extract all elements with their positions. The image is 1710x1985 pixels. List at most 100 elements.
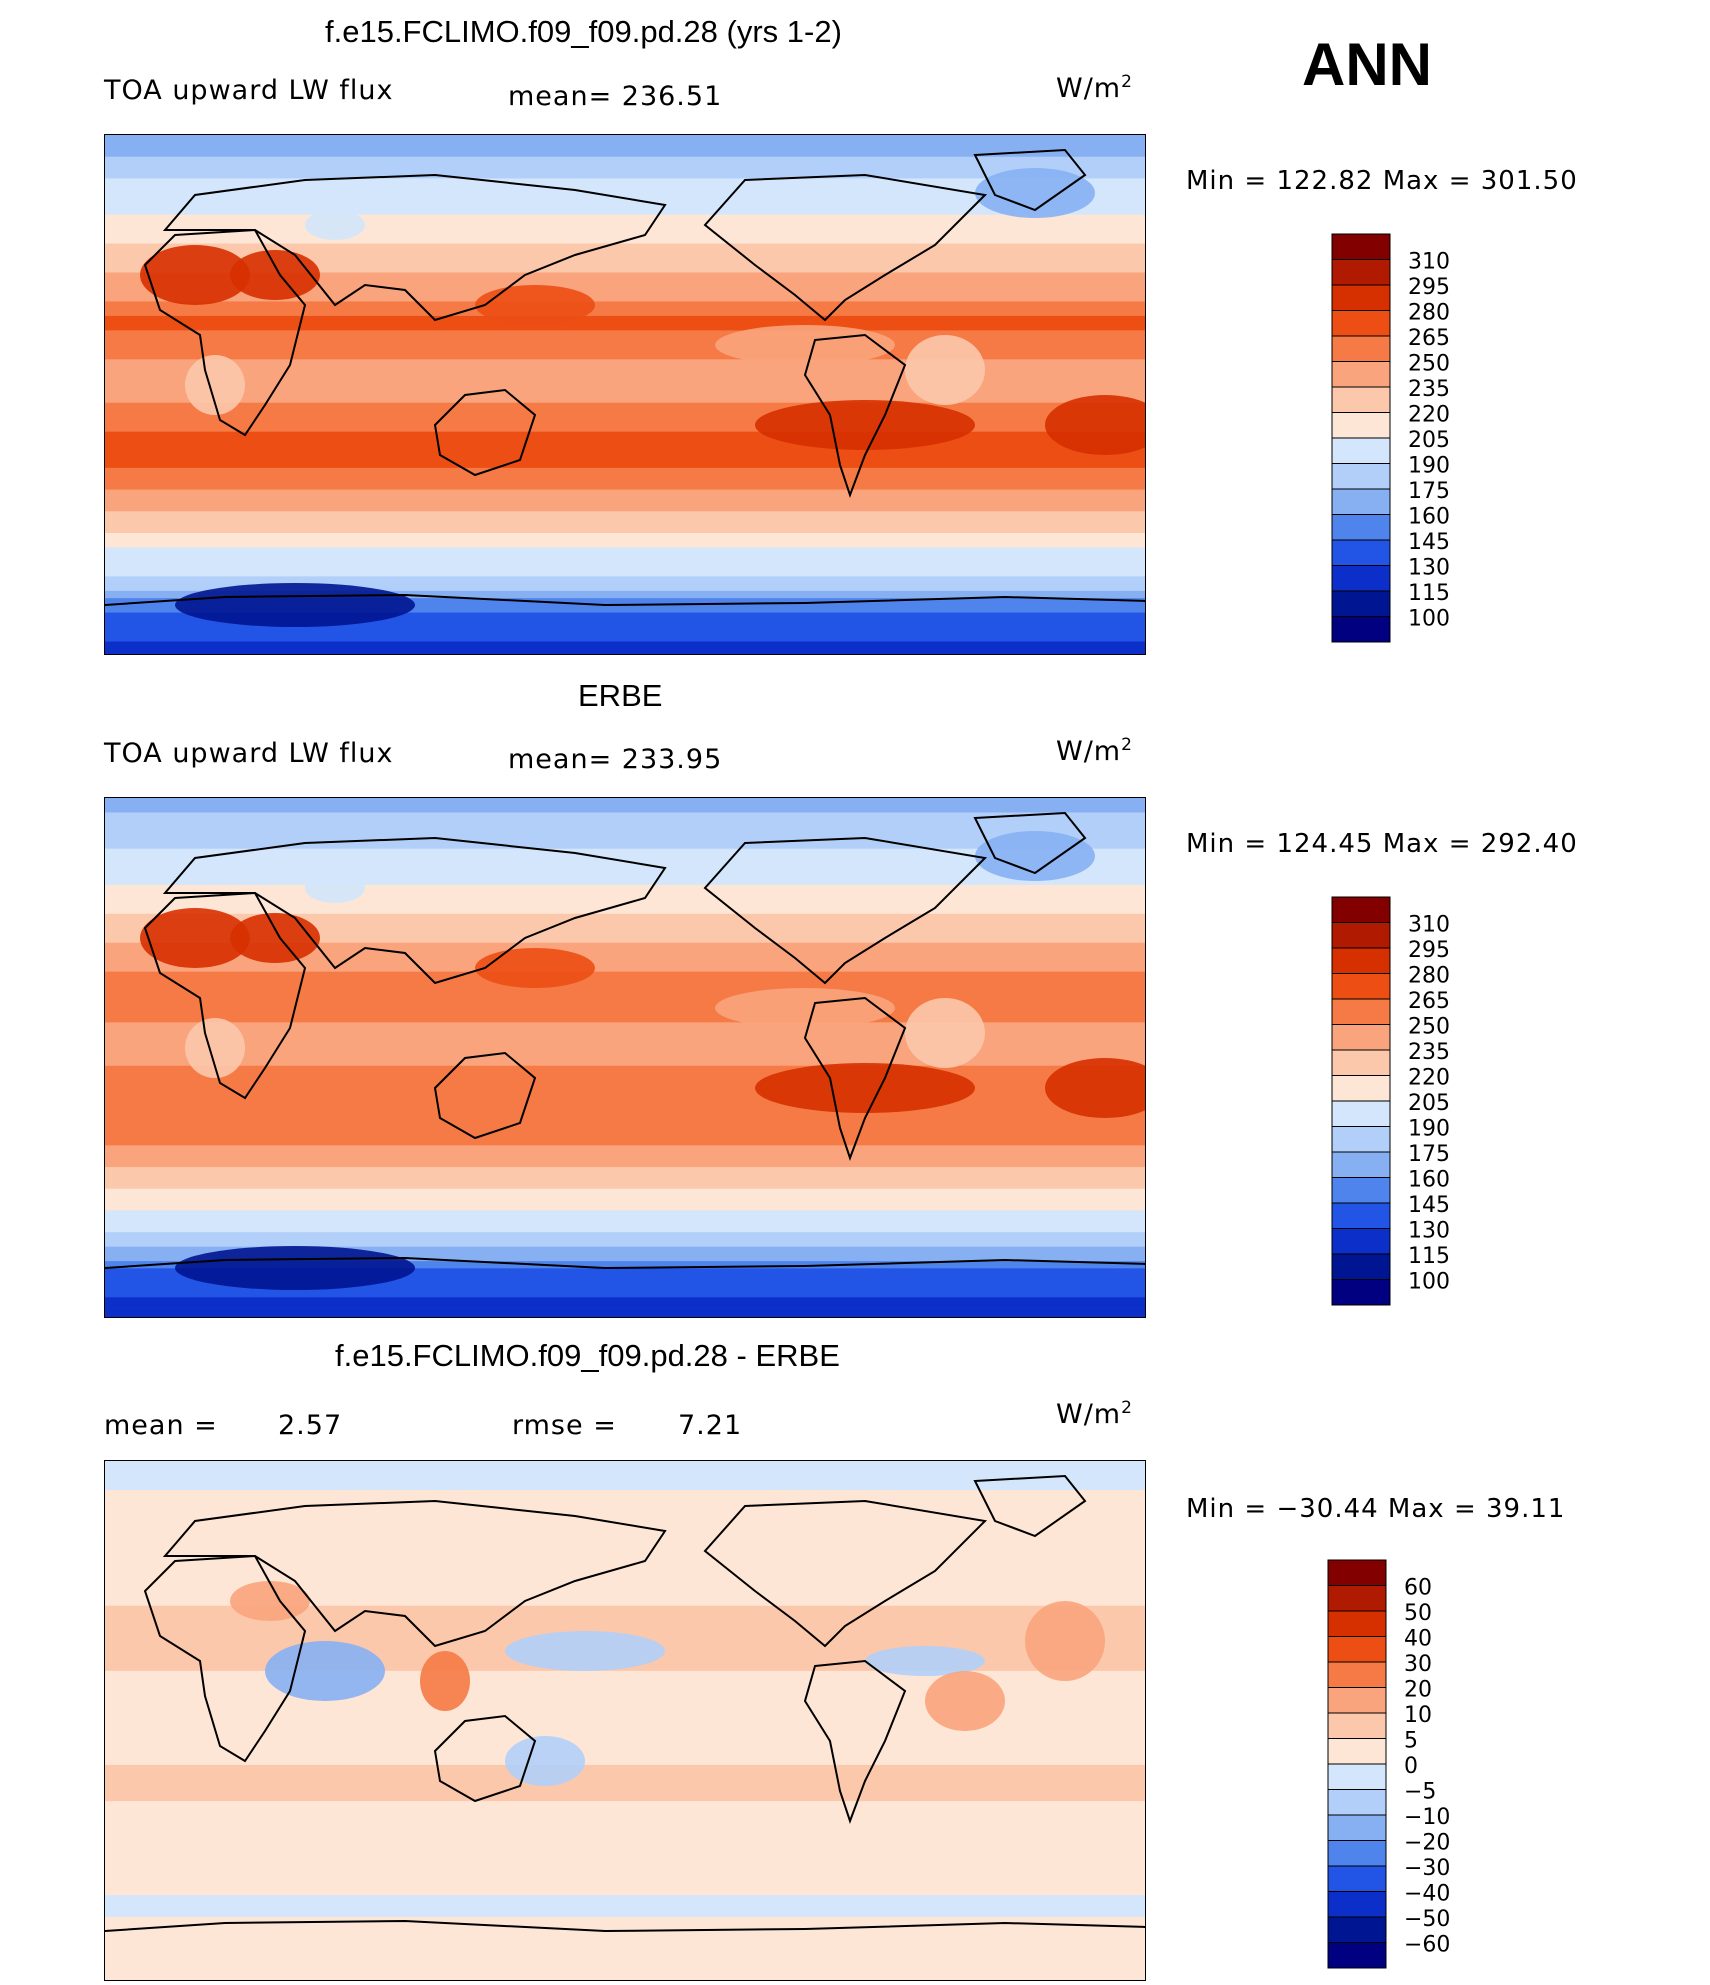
colorbar-model-swatch-3 [1331, 310, 1391, 337]
map-obs-region-5 [975, 831, 1095, 881]
colorbar-diff-swatch-14 [1327, 1916, 1387, 1943]
map-diff-band-19 [105, 1598, 1145, 1607]
colorbar-obs-swatch-2 [1331, 947, 1391, 974]
colorbar-obs-tick-label-1: 295 [1408, 938, 1450, 963]
colorbar-model-tick-label-8: 190 [1408, 454, 1450, 479]
map-obs-band-0 [105, 798, 1145, 806]
map-obs [104, 797, 1146, 1318]
map-diff-band-67 [105, 1945, 1145, 1954]
colorbar-obs-swatch-14 [1331, 1253, 1391, 1280]
map-obs-band-27 [105, 993, 1145, 1002]
map-diff-band-65 [105, 1931, 1145, 1940]
map-model-band-31 [105, 359, 1145, 368]
map-model-band-1 [105, 142, 1145, 151]
colorbar-diff-swatch-13 [1327, 1891, 1387, 1918]
map-model-band-3 [105, 156, 1145, 165]
colorbar-diff-tick-label-2: 40 [1404, 1627, 1432, 1652]
colorbar-obs-tick-label-14: 100 [1408, 1270, 1450, 1295]
map-model-band-19 [105, 272, 1145, 281]
map-diff-band-4 [105, 1489, 1145, 1498]
map-obs-band-23 [105, 964, 1145, 973]
map-diff-band-12 [105, 1547, 1145, 1556]
map-obs-coastline-5 [973, 811, 1087, 875]
colorbar-diff-tick-label-12: −40 [1404, 1882, 1450, 1907]
map-obs-band-5 [105, 834, 1145, 843]
map-diff-band-58 [105, 1880, 1145, 1889]
map-diff-coastline-2 [433, 1714, 537, 1803]
colorbar-obs-tick-label-8: 190 [1408, 1117, 1450, 1142]
map-model-band-54 [105, 525, 1145, 534]
colorbar-diff-tick-label-3: 30 [1404, 1652, 1432, 1677]
map-model-band-52 [105, 511, 1145, 520]
colorbar-diff-tick-label-7: 0 [1404, 1754, 1418, 1779]
map-obs-band-66 [105, 1275, 1145, 1284]
map-obs-band-50 [105, 1159, 1145, 1168]
colorbar-model-swatch-7 [1331, 412, 1391, 439]
colorbar-obs-swatch-3 [1331, 973, 1391, 1000]
map-model-band-59 [105, 561, 1145, 570]
map-diff-band-35 [105, 1714, 1145, 1723]
map-diff-band-5 [105, 1497, 1145, 1506]
map-obs-band-49 [105, 1152, 1145, 1161]
map-obs-coastline-2 [433, 1051, 537, 1140]
colorbar-obs-tick-label-5: 235 [1408, 1040, 1450, 1065]
map-obs-band-28 [105, 1000, 1145, 1009]
rmse-label-diff: rmse = [512, 1410, 617, 1441]
map-diff-band-51 [105, 1830, 1145, 1838]
map-obs-band-9 [105, 863, 1145, 871]
colorbar-diff-swatch-6 [1327, 1712, 1387, 1739]
colorbar-model-tick-label-13: 115 [1408, 581, 1450, 606]
map-obs-band-51 [105, 1167, 1145, 1175]
map-obs-coastline-0 [143, 891, 307, 1100]
map-diff-band-33 [105, 1699, 1145, 1708]
map-model-band-44 [105, 453, 1145, 462]
map-model-band-47 [105, 475, 1145, 483]
map-diff-region-7 [1025, 1601, 1105, 1681]
colorbar-model-tick-label-1: 295 [1408, 275, 1450, 300]
map-obs-band-19 [105, 935, 1145, 944]
map-diff-band-42 [105, 1764, 1145, 1773]
colorbar-diff-tick-label-1: 50 [1404, 1601, 1432, 1626]
colorbar-model-swatch-14 [1331, 590, 1391, 617]
map-diff-band-31 [105, 1685, 1145, 1694]
colorbar-diff: 60 50 40 30 20 10 5 0 −5 −10 −20 −30 −40 −50 −60 [1327, 1559, 1478, 1974]
map-diff-region-5 [505, 1736, 585, 1786]
colorbar-diff-tick-label-6: 5 [1404, 1729, 1418, 1754]
colorbar-diff-swatch-11 [1327, 1840, 1387, 1867]
colorbar-obs-swatch-10 [1331, 1151, 1391, 1178]
map-model-band-10 [105, 207, 1145, 216]
map-obs-band-71 [105, 1311, 1145, 1317]
map-model-band-29 [105, 344, 1145, 353]
map-model-band-39 [105, 417, 1145, 426]
variable-label-model: TOA upward LW flux [104, 75, 394, 106]
season-label: ANN [1302, 31, 1432, 98]
map-diff-band-8 [105, 1518, 1145, 1527]
map-model-band-30 [105, 352, 1145, 360]
map-model-band-43 [105, 446, 1145, 454]
colorbar-model-swatch-13 [1331, 565, 1391, 592]
map-diff-band-55 [105, 1858, 1145, 1867]
map-diff-band-66 [105, 1938, 1145, 1947]
map-obs-band-44 [105, 1116, 1145, 1125]
map-diff-band-68 [105, 1953, 1145, 1961]
map-obs-region-1 [230, 913, 320, 963]
map-model-region-1 [230, 250, 320, 300]
map-obs-band-18 [105, 928, 1145, 937]
units-label-diff: W/m2 [1056, 1398, 1133, 1430]
map-model-band-18 [105, 265, 1145, 274]
map-diff-band-46 [105, 1793, 1145, 1802]
colorbar-obs-tick-label-11: 145 [1408, 1193, 1450, 1218]
map-diff-band-44 [105, 1779, 1145, 1788]
map-obs-band-11 [105, 877, 1145, 886]
map-model-band-8 [105, 192, 1145, 201]
colorbar-diff-swatch-8 [1327, 1763, 1387, 1790]
map-model-band-32 [105, 366, 1145, 375]
colorbar-obs-swatch-9 [1331, 1126, 1391, 1153]
map-obs-region-7 [905, 998, 985, 1068]
mean-label-obs: mean= 233.95 [508, 744, 723, 775]
map-model-band-17 [105, 258, 1145, 266]
map-diff-band-18 [105, 1591, 1145, 1600]
map-model-band-34 [105, 381, 1145, 389]
panel-title-model: f.e15.FCLIMO.f09_f09.pd.28 (yrs 1-2) [325, 14, 842, 49]
map-diff-band-23 [105, 1627, 1145, 1636]
